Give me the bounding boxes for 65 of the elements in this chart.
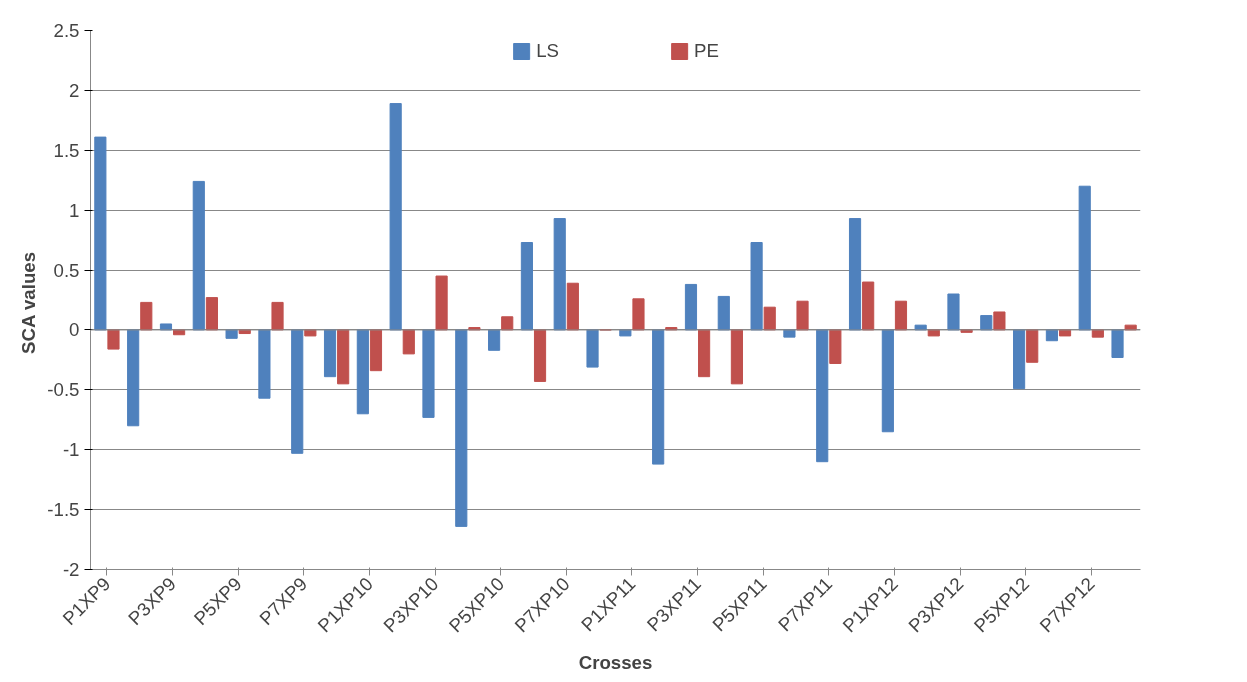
- bar: [127, 329, 140, 427]
- bar: [501, 316, 514, 331]
- y-tick-label: -0.5: [47, 379, 80, 401]
- bar: [192, 180, 205, 331]
- bar: [258, 329, 271, 399]
- bar: [553, 218, 566, 331]
- bar: [829, 329, 842, 364]
- bar: [684, 283, 698, 331]
- x-axis-title: Crosses: [578, 651, 653, 673]
- bar: [750, 242, 763, 331]
- legend-label: PE: [693, 40, 719, 62]
- bar: [619, 329, 632, 337]
- bar: [533, 329, 547, 382]
- bar: [796, 300, 809, 331]
- bar: [730, 329, 743, 385]
- bar: [455, 329, 468, 527]
- bar: [652, 329, 665, 465]
- bar: [422, 329, 435, 418]
- bar: [881, 329, 894, 433]
- bar: [763, 306, 776, 331]
- bar: [435, 275, 448, 331]
- y-tick-label: 2.5: [53, 20, 80, 41]
- y-tick-label: 1.5: [53, 139, 80, 161]
- bar: [947, 293, 960, 331]
- legend-label: LS: [536, 40, 559, 62]
- y-tick-label: 0: [69, 319, 80, 341]
- bar: [291, 329, 304, 454]
- bar: [369, 329, 383, 372]
- bar: [717, 295, 730, 331]
- y-tick-label: 0.5: [53, 259, 80, 281]
- bar: [520, 242, 533, 331]
- y-tick-label: -1: [62, 439, 80, 461]
- bar: [980, 315, 993, 331]
- bar: [356, 329, 369, 415]
- bar: [862, 281, 875, 331]
- y-tick-label: 2: [69, 79, 80, 101]
- y-axis-title: SCA values: [18, 251, 40, 354]
- bar: [816, 329, 829, 463]
- bar: [698, 329, 711, 378]
- bar: [566, 282, 579, 331]
- bar: [140, 301, 153, 331]
- bar: [337, 329, 350, 385]
- bar: [402, 329, 415, 355]
- bar: [848, 218, 862, 331]
- bar: [107, 329, 120, 350]
- bar: [993, 311, 1006, 331]
- bar: [271, 301, 284, 331]
- bar: [323, 329, 337, 378]
- y-tick-label: -1.5: [47, 499, 80, 521]
- bar: [304, 329, 317, 337]
- bar: [1078, 185, 1091, 331]
- bar: [1013, 329, 1026, 390]
- bar: [894, 300, 908, 331]
- bar: [389, 103, 402, 331]
- bar: [488, 329, 501, 351]
- bar: [94, 136, 107, 331]
- y-tick-label: -2: [62, 559, 80, 580]
- bar: [586, 329, 599, 368]
- bar: [632, 298, 645, 331]
- bar: [783, 329, 796, 338]
- y-tick-label: 1: [69, 199, 80, 221]
- bar: [225, 329, 238, 339]
- bar: [205, 297, 218, 331]
- bar: [1026, 329, 1039, 363]
- bar: [1111, 329, 1124, 358]
